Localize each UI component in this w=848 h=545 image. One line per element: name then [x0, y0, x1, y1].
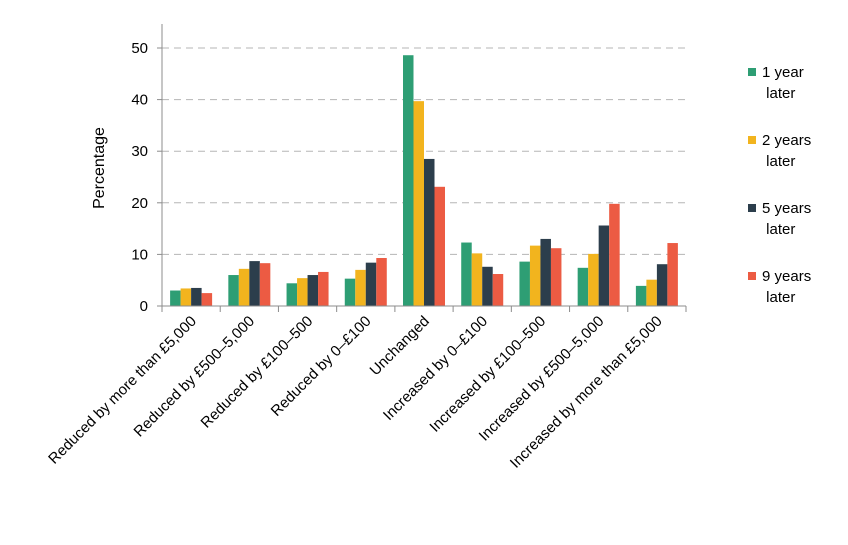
bar: [656, 264, 668, 306]
y-tick-label: 0: [140, 298, 148, 315]
legend-label: 5 years later: [762, 200, 811, 238]
bar: [609, 203, 620, 306]
bar: [344, 278, 356, 306]
bar: [259, 263, 271, 306]
y-tick-label: 20: [131, 195, 148, 212]
bar: [519, 261, 530, 306]
bar: [286, 283, 298, 306]
bars: [170, 55, 678, 306]
bar: [318, 271, 329, 306]
legend-label: 1 year later: [762, 64, 804, 102]
bar: [550, 248, 562, 306]
bar: [667, 243, 678, 306]
axes: [157, 24, 687, 312]
legend-swatch: [748, 68, 756, 76]
bar: [471, 253, 483, 306]
bar: [577, 267, 589, 306]
legend-swatch: [748, 136, 756, 144]
bar: [461, 242, 472, 306]
legend-label: 9 years later: [762, 268, 811, 306]
y-tick-label: 40: [131, 92, 148, 109]
y-tick-label: 50: [131, 40, 148, 57]
bar: [191, 287, 202, 306]
x-tick-label: Increased by £100–500: [426, 313, 549, 436]
bar: [646, 279, 657, 306]
bar: [588, 253, 599, 306]
legend: 1 year later 2 years later 5 years later 9 …: [748, 64, 811, 306]
bar: [540, 238, 551, 306]
y-tick-labels: 0 10 20 30 40 50: [131, 40, 148, 315]
bar: [228, 275, 239, 306]
bar: [403, 55, 414, 306]
x-tick-label: Reduced by £100–500: [198, 313, 317, 432]
bar: [238, 268, 250, 306]
bar: [297, 278, 308, 306]
legend-label: 2 years later: [762, 132, 811, 170]
x-tick-label: Increased by 0–£100: [380, 313, 491, 424]
bar: [249, 261, 260, 306]
bar: [482, 266, 493, 306]
bar: [201, 293, 213, 306]
bar: [598, 225, 610, 306]
legend-swatch: [748, 204, 756, 212]
bar: [376, 258, 387, 306]
bar: [365, 262, 377, 306]
bar: [307, 275, 319, 306]
bar: [492, 274, 504, 306]
bar: [424, 158, 435, 306]
y-tick-label: 10: [131, 246, 148, 263]
bar: [529, 245, 541, 306]
bar: [180, 288, 192, 306]
bar: [355, 269, 366, 306]
bar: [413, 101, 424, 306]
x-tick-label: Reduced by £500–5,000: [131, 313, 259, 441]
bar: [170, 290, 181, 306]
bar: [635, 285, 647, 306]
y-axis-title: Percentage: [91, 127, 108, 209]
y-tick-label: 30: [131, 143, 148, 160]
legend-swatch: [748, 272, 756, 280]
bar: [434, 186, 445, 306]
x-tick-label: Reduced by 0–£100: [268, 313, 375, 420]
